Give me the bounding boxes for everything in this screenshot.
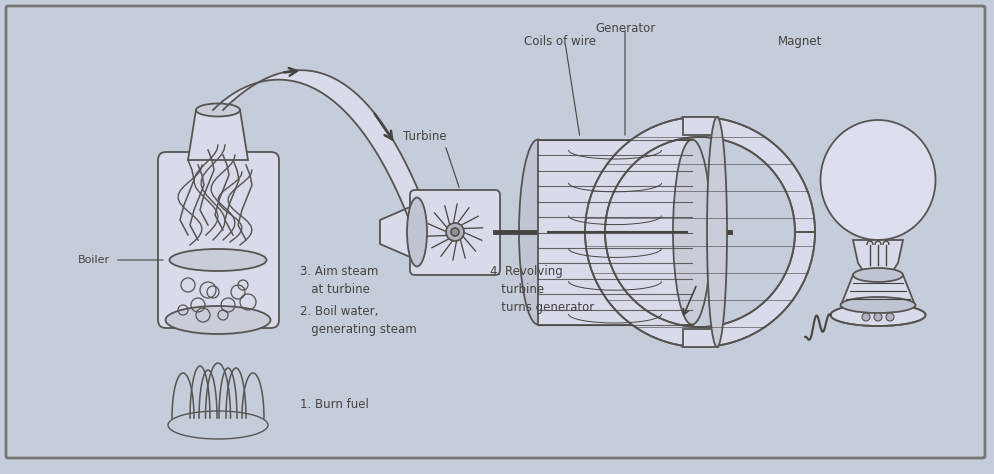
Ellipse shape — [196, 103, 240, 117]
Ellipse shape — [169, 249, 266, 271]
Text: 1. Burn fuel: 1. Burn fuel — [300, 399, 369, 411]
Ellipse shape — [830, 304, 924, 326]
Polygon shape — [840, 275, 914, 305]
Text: 4. Revolving
   turbine
   turns generator: 4. Revolving turbine turns generator — [489, 265, 593, 314]
Ellipse shape — [672, 139, 711, 325]
Ellipse shape — [840, 297, 914, 313]
Circle shape — [861, 313, 869, 321]
Ellipse shape — [852, 268, 903, 282]
Text: 3. Aim steam
   at turbine: 3. Aim steam at turbine — [300, 265, 378, 296]
FancyBboxPatch shape — [682, 329, 718, 347]
Polygon shape — [188, 110, 248, 160]
FancyBboxPatch shape — [6, 6, 984, 458]
Circle shape — [445, 223, 463, 241]
Text: Boiler: Boiler — [78, 255, 110, 265]
Text: 2. Boil water,
   generating steam: 2. Boil water, generating steam — [300, 305, 416, 336]
Polygon shape — [213, 70, 429, 235]
Ellipse shape — [407, 198, 426, 266]
Text: Turbine: Turbine — [403, 130, 446, 144]
Polygon shape — [584, 117, 814, 347]
Ellipse shape — [707, 117, 727, 347]
FancyBboxPatch shape — [158, 152, 278, 328]
Circle shape — [873, 313, 881, 321]
Circle shape — [450, 228, 458, 236]
Ellipse shape — [672, 117, 692, 347]
FancyBboxPatch shape — [538, 140, 692, 325]
Ellipse shape — [820, 120, 934, 240]
Text: Magnet: Magnet — [777, 35, 821, 48]
Text: Coils of wire: Coils of wire — [524, 35, 595, 48]
Circle shape — [885, 313, 893, 321]
Ellipse shape — [165, 306, 270, 334]
Ellipse shape — [519, 139, 557, 325]
FancyBboxPatch shape — [682, 117, 718, 135]
FancyBboxPatch shape — [410, 190, 500, 275]
Text: Generator: Generator — [594, 22, 654, 35]
Polygon shape — [380, 204, 416, 260]
Polygon shape — [852, 240, 903, 275]
